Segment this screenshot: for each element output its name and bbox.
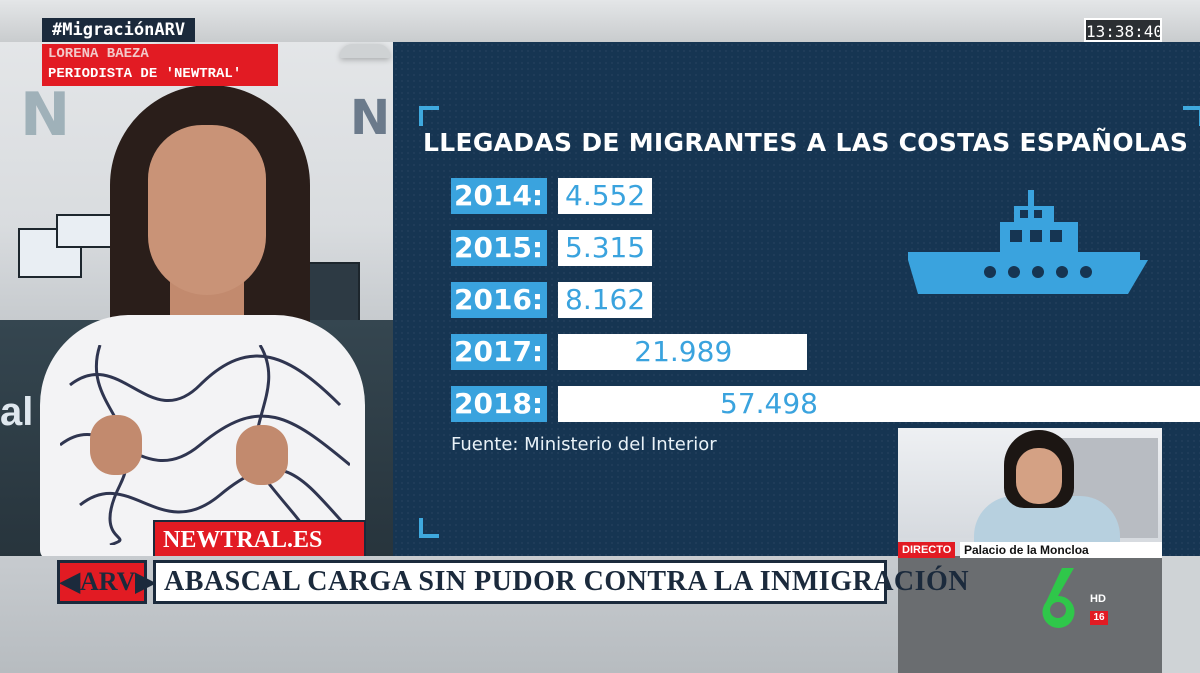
- year-label: 2016:: [451, 282, 547, 318]
- chart-panel: LLEGADAS DE MIGRANTES A LAS COSTAS ESPAÑ…: [393, 42, 1200, 556]
- bar: [558, 334, 807, 370]
- presenter-hand: [236, 425, 288, 485]
- lasexta-logo-icon: [1042, 568, 1075, 628]
- chart-source: Fuente: Ministerio del Interior: [451, 434, 717, 455]
- bar-value-label: 21.989: [634, 335, 733, 368]
- inset-location: Palacio de la Moncloa: [960, 542, 1162, 558]
- inset-lower-background: [898, 556, 1162, 673]
- frame-corner: [419, 106, 439, 126]
- hd-badge: HD: [1090, 593, 1106, 605]
- hashtag-tag: #MigraciónARV: [42, 18, 196, 42]
- bar: [558, 282, 652, 318]
- bar-value-label: 5.315: [565, 231, 646, 264]
- year-label: 2017:: [451, 334, 547, 370]
- top-banner: [0, 0, 1200, 42]
- live-inset-video: DIRECTO Palacio de la Moncloa HD 16: [898, 428, 1162, 673]
- bar: [558, 178, 652, 214]
- frame-corner: [1183, 106, 1200, 126]
- headline: ABASCAL CARGA SIN PUDOR CONTRA LA INMIGR…: [153, 560, 969, 604]
- studio-logo-decor: N: [20, 80, 70, 150]
- broadcast-clock: 13:38:40: [1084, 18, 1163, 42]
- presenter-hand: [90, 415, 142, 475]
- bar-value-label: 4.552: [565, 179, 646, 212]
- reporter-caption: LORENA BAEZA PERIODISTA DE 'NEWTRAL': [42, 44, 278, 86]
- studio-logo-decor: al: [0, 390, 34, 434]
- bar: [558, 230, 652, 266]
- show-logo-text: ARV: [80, 567, 136, 596]
- show-logo: ◀ARV▶: [57, 560, 155, 604]
- ceiling-lamp: [340, 44, 390, 58]
- presenter: [40, 85, 370, 560]
- age-rating-badge: 16: [1090, 611, 1108, 625]
- bar: [558, 386, 1200, 422]
- year-label: 2018:: [451, 386, 547, 422]
- bar-value-label: 57.498: [720, 387, 818, 420]
- year-label: 2014:: [451, 178, 547, 214]
- chart-title: LLEGADAS DE MIGRANTES A LAS COSTAS ESPAÑ…: [423, 128, 1189, 157]
- bar-value-label: 8.162: [565, 283, 646, 316]
- reporter-role: PERIODISTA DE 'NEWTRAL': [48, 66, 242, 82]
- frame-corner: [419, 518, 439, 538]
- site-tag: NEWTRAL.ES: [153, 520, 366, 556]
- studio-logo-decor: N: [350, 90, 391, 146]
- ship-icon: [908, 190, 1148, 294]
- year-label: 2015:: [451, 230, 547, 266]
- live-badge: DIRECTO: [898, 542, 956, 558]
- presenter-face: [148, 125, 266, 295]
- reporter-name: LORENA BAEZA: [48, 46, 149, 62]
- inset-speaker-face: [1016, 448, 1062, 504]
